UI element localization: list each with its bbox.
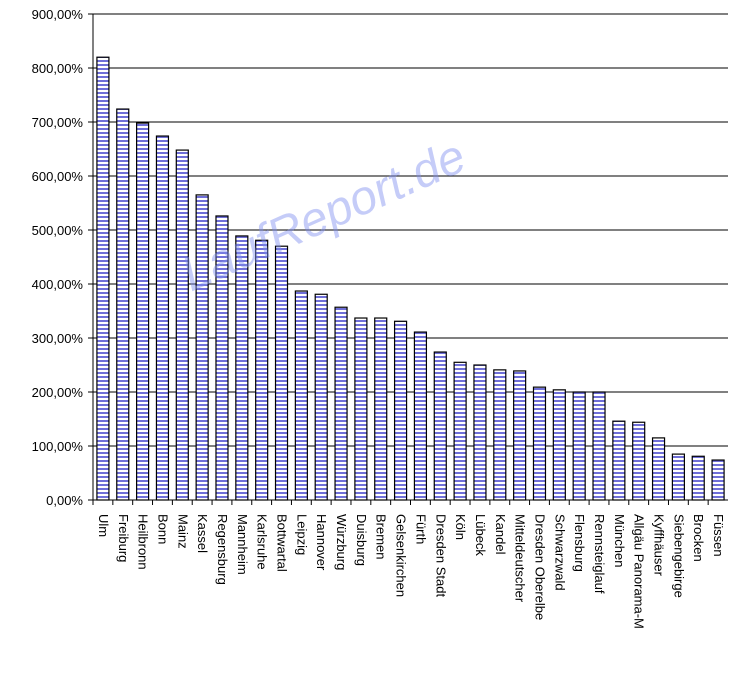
bar (473, 364, 487, 501)
bar (572, 391, 586, 501)
x-tick-label: Freiburg (116, 514, 131, 562)
y-tick-label: 300,00% (32, 331, 84, 346)
y-tick-label: 700,00% (32, 115, 84, 130)
bar (413, 331, 428, 501)
bar (294, 290, 308, 501)
x-tick-label: Dresden Oberelbe (532, 514, 547, 620)
x-tick-label: Heilbronn (136, 514, 151, 570)
bar (393, 320, 408, 501)
bar (235, 235, 249, 501)
bar (374, 317, 388, 501)
bar (632, 421, 646, 501)
bar (155, 135, 170, 501)
bar (691, 455, 705, 501)
bar (612, 420, 626, 501)
bar (354, 317, 368, 501)
x-tick-label: Bottwartal (275, 514, 290, 572)
x-tick-label: Mitteldeutscher (513, 514, 528, 603)
x-tick-label: Brocken (691, 514, 706, 562)
x-tick-label: Kyffhäuser (652, 514, 667, 577)
x-tick-label: München (612, 514, 627, 567)
y-tick-label: 900,00% (32, 7, 84, 22)
bar (671, 453, 685, 501)
y-tick-label: 800,00% (32, 61, 84, 76)
y-tick-label: 500,00% (32, 223, 84, 238)
x-tick-label: Regensburg (215, 514, 230, 585)
bar (453, 361, 467, 501)
bar (136, 122, 150, 501)
bar (195, 194, 209, 501)
x-tick-label: Siebengebirge (671, 514, 686, 598)
y-tick-label: 0,00% (46, 493, 83, 508)
bar (215, 215, 229, 501)
x-tick-label: Bonn (155, 514, 170, 544)
bar (711, 459, 725, 501)
x-tick-label: Flensburg (572, 514, 587, 572)
bar (651, 437, 666, 501)
x-tick-label: Hannover (314, 514, 329, 571)
bar (116, 108, 130, 501)
x-tick-label: Füssen (711, 514, 726, 557)
bar (314, 293, 328, 501)
y-tick-label: 200,00% (32, 385, 84, 400)
x-tick-label: Würzburg (334, 514, 349, 570)
x-tick-label: Mainz (175, 514, 190, 549)
x-tick-label: Bremen (374, 514, 389, 560)
x-tick-label: Lübeck (473, 514, 488, 556)
x-tick-label: Ulm (96, 514, 111, 537)
bar (493, 369, 507, 501)
bar (532, 386, 547, 501)
bar (552, 389, 566, 501)
bar (175, 149, 189, 501)
bar (255, 239, 269, 501)
bar (513, 370, 527, 501)
y-tick-label: 400,00% (32, 277, 84, 292)
x-tick-label: Gelsenkirchen (394, 514, 409, 597)
bar (334, 306, 348, 501)
x-tick-label: Köln (453, 514, 468, 540)
x-tick-label: Kassel (195, 514, 210, 553)
bar (96, 56, 110, 501)
y-tick-label: 100,00% (32, 439, 84, 454)
x-tick-label: Allgäu Panorama-M (632, 514, 647, 629)
x-tick-label: Duisburg (354, 514, 369, 566)
x-tick-label: Fürth (413, 514, 428, 544)
x-tick-label: Karlsruhe (255, 514, 270, 570)
x-tick-label: Rennsteiglauf (592, 514, 607, 594)
bar (592, 391, 606, 501)
y-tick-label: 600,00% (32, 169, 84, 184)
x-tick-label: Schwarzwald (552, 514, 567, 591)
x-tick-label: Dresden Stadt (433, 514, 448, 597)
x-tick-label: Leipzig (294, 514, 309, 555)
x-tick-label: Kandel (493, 514, 508, 555)
x-tick-label: Mannheim (235, 514, 250, 575)
bar (274, 245, 289, 501)
bar (433, 351, 447, 501)
